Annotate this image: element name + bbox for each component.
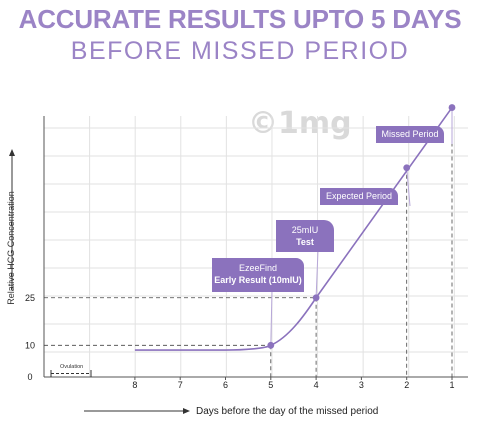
y-tick-label: 10 xyxy=(25,340,35,350)
callout-ezeefind: EzeeFind Early Result (10mIU) xyxy=(212,258,304,292)
callout-missed-period: Missed Period xyxy=(376,126,444,143)
data-point xyxy=(448,104,456,111)
y-tick-label: 25 xyxy=(25,293,35,303)
x-tick-label: 2 xyxy=(404,380,409,390)
x-tick-label: 4 xyxy=(314,380,319,390)
x-axis-label: Days before the day of the missed period xyxy=(196,406,379,417)
x-arrow-head xyxy=(183,408,190,414)
callout-expected-period: Expected Period xyxy=(320,188,398,205)
data-point xyxy=(403,164,411,172)
grid xyxy=(43,116,468,377)
callout-25miu-line2: Test xyxy=(296,237,314,247)
callout-connector xyxy=(270,289,273,346)
x-tick-label: 1 xyxy=(449,380,454,390)
callout-connector xyxy=(406,167,411,207)
callout-ezeefind-line1: EzeeFind xyxy=(238,263,278,273)
x-tick-label: 5 xyxy=(268,380,273,390)
page-title: ACCURATE RESULTS UPTO 5 DAYS xyxy=(18,4,462,34)
data-point xyxy=(312,294,320,302)
callout-25miu: 25mIU Test xyxy=(276,220,334,252)
data-point xyxy=(267,341,275,349)
x-tick-label: 8 xyxy=(132,380,137,390)
x-tick-label: 3 xyxy=(359,380,364,390)
y-arrow-head xyxy=(9,149,15,156)
ovulation-label: Ovulation xyxy=(60,364,83,370)
y-axis-label: Relative HCG Concentration xyxy=(6,191,16,305)
x-tick-label: 6 xyxy=(223,380,228,390)
callout-ezeefind-line2: Early Result (10mIU) xyxy=(214,275,302,285)
callout-missed-period-line1: Missed Period xyxy=(381,129,439,139)
x-tick-label: 7 xyxy=(178,380,183,390)
y-tick-label: 0 xyxy=(27,372,32,382)
watermark: ©1mg xyxy=(248,106,352,141)
callout-connector xyxy=(315,249,319,298)
callout-25miu-line1: 25mIU xyxy=(291,225,319,235)
page-subtitle: BEFORE MISSED PERIOD xyxy=(70,37,410,65)
callout-expected-period-line1: Expected Period xyxy=(325,191,393,201)
